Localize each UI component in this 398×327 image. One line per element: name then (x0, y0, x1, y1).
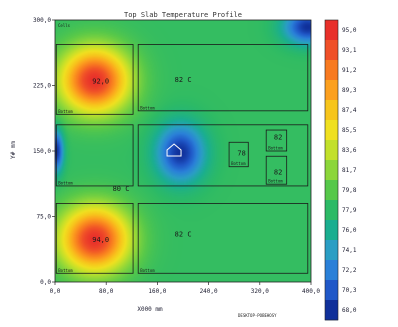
y-tick-label: 225,0 (33, 83, 51, 90)
colorbar-tick-label: 81,7 (342, 167, 357, 174)
x-axis-label: X000 mm (137, 306, 163, 313)
zone-label: Bottom (231, 161, 246, 166)
colorbar-swatch (325, 160, 338, 181)
hot-spot-label: 92,0 (92, 77, 109, 85)
zone-outline (55, 202, 134, 274)
zone-outline (228, 141, 249, 168)
zone-label: Bottom (58, 109, 73, 114)
zone-label: Bottom (268, 146, 283, 151)
zone-outline (55, 124, 134, 187)
colorbar-swatch (325, 140, 338, 161)
zone-label: Bottom (58, 268, 73, 273)
colorbar-swatch (325, 280, 338, 301)
zone-outline (137, 44, 309, 112)
colorbar-swatch (325, 20, 338, 41)
colorbar-swatch (325, 220, 338, 241)
colorbar-swatch (325, 40, 338, 61)
colorbar-tick-label: 68,0 (342, 307, 357, 314)
colorbar-swatch (325, 300, 338, 321)
colorbar-tick-label: 70,3 (342, 287, 357, 294)
corner-label: Cells (58, 23, 71, 28)
zone-outline (265, 129, 288, 152)
y-tick-label: 300,0 (33, 17, 51, 24)
y-axis: 0,0 75,0 150,0 225,0 300,0 (33, 17, 55, 286)
temperature-annotation: 82 C (175, 76, 192, 84)
colorbar: 95,0 93,1 91,2 89,3 87,4 85,5 83,6 81,7 79,8 77,9… (324, 19, 357, 321)
colorbar-tick-label: 89,3 (342, 87, 357, 94)
colorbar-tick-label: 87,4 (342, 107, 357, 114)
colorbar-tick-label: 95,0 (342, 27, 357, 34)
y-tick-label: 75,0 (37, 214, 52, 221)
chart-title: Top Slab Temperature Profile (124, 11, 242, 19)
y-axis-label: Y# mm (10, 141, 17, 159)
zone-outline (137, 202, 309, 274)
x-tick-label: 400,0 (302, 288, 320, 295)
colorbar-tick-label: 77,9 (342, 207, 357, 214)
zone-label: Bottom (58, 180, 73, 185)
temperature-annotation: 78 (237, 149, 245, 157)
colorbar-swatch (325, 240, 338, 261)
zone-outline (55, 44, 134, 115)
zone-label: Bottom (268, 179, 283, 184)
temperature-annotation: 82 (274, 134, 282, 142)
zone-label: Bottom (140, 105, 155, 110)
colorbar-swatch (325, 260, 338, 281)
plot-overlay: Bottom Bottom Bottom Bottom Bottom Bottom Bott… (55, 44, 309, 274)
temperature-annotation: 82 C (175, 231, 192, 239)
x-tick-label: 320,0 (251, 288, 269, 295)
zone-label: Bottom (140, 268, 155, 273)
colorbar-tick-label: 83,6 (342, 147, 357, 154)
colorbar-swatch (325, 80, 338, 101)
x-tick-label: 0,0 (50, 288, 61, 295)
colorbar-tick-label: 91,2 (342, 67, 357, 74)
x-axis: 0,0 80,0 160,0 240,0 320,0 400,0 (50, 282, 320, 295)
colorbar-swatch (325, 120, 338, 141)
colorbar-border (324, 19, 339, 321)
y-tick-label: 0,0 (40, 279, 51, 286)
colorbar-swatch (325, 200, 338, 221)
temperature-annotation: 80 C (113, 185, 130, 193)
zone-outline (265, 155, 288, 185)
colorbar-swatch (325, 100, 338, 121)
footer-text: DESKTOP-POBEHOSY (238, 313, 277, 318)
colorbar-swatch (325, 60, 338, 81)
colorbar-tick-label: 72,2 (342, 267, 357, 274)
colorbar-tick-label: 93,1 (342, 47, 357, 54)
x-tick-label: 160,0 (148, 288, 166, 295)
y-tick-label: 150,0 (33, 148, 51, 155)
colorbar-swatch (325, 180, 338, 201)
colorbar-tick-label: 74,1 (342, 247, 357, 254)
colorbar-tick-label: 76,0 (342, 227, 357, 234)
zone-outline (137, 124, 309, 187)
x-tick-label: 240,0 (200, 288, 218, 295)
x-tick-label: 80,0 (99, 288, 114, 295)
colorbar-tick-label: 79,8 (342, 187, 357, 194)
hot-spot-label: 94,0 (92, 236, 109, 244)
sensor-marker-icon (166, 143, 182, 157)
colorbar-tick-label: 85,5 (342, 127, 357, 134)
temperature-annotation: 82 (274, 169, 282, 177)
